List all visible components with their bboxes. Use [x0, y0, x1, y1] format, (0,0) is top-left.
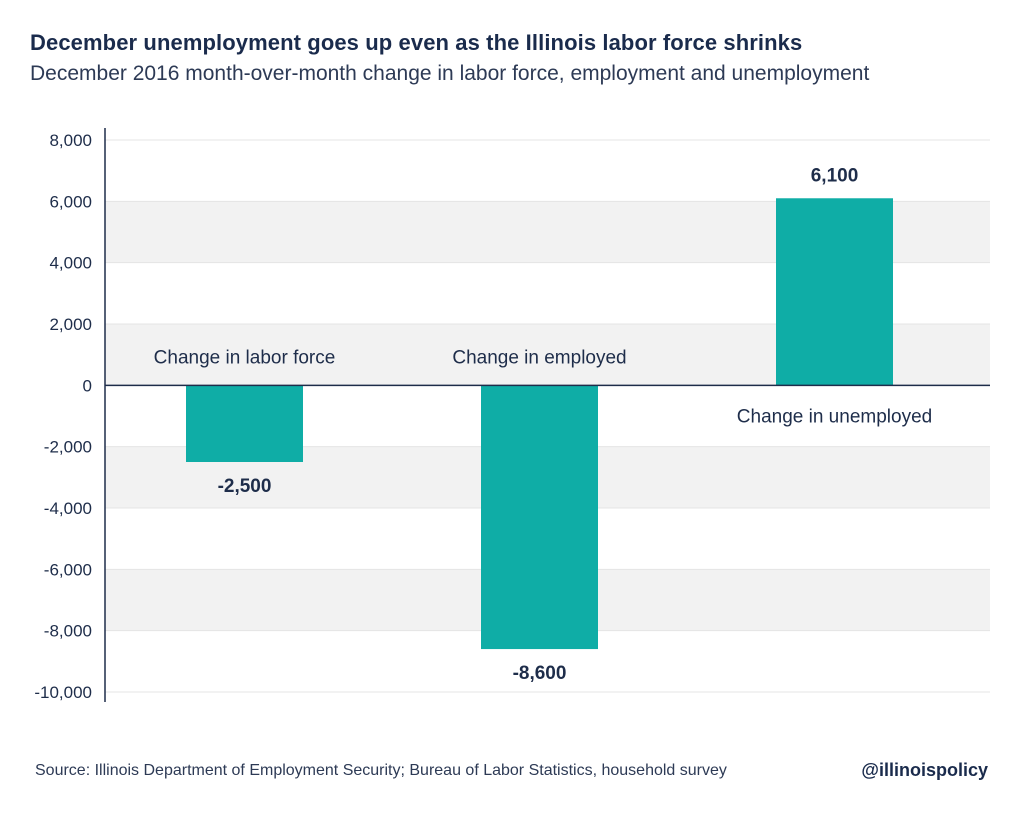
brand-handle: @illinoispolicy — [861, 760, 988, 780]
y-tick-label: 8,000 — [49, 131, 92, 150]
y-tick-label: -6,000 — [44, 560, 92, 579]
y-tick-label: -2,000 — [44, 438, 92, 457]
chart-title: December unemployment goes up even as th… — [30, 30, 803, 55]
bar-value-label: 6,100 — [811, 165, 859, 186]
bar — [186, 385, 303, 462]
y-tick-label: -10,000 — [34, 683, 92, 702]
source-note: Source: Illinois Department of Employmen… — [35, 762, 727, 779]
category-label: Change in employed — [452, 347, 626, 368]
y-tick-label: 6,000 — [49, 192, 92, 211]
y-tick-label: 2,000 — [49, 315, 92, 334]
category-label: Change in unemployed — [737, 406, 932, 427]
bar — [481, 385, 598, 650]
bar-value-label: -2,500 — [218, 476, 272, 497]
bar-value-label: -8,600 — [513, 663, 567, 684]
chart-subtitle: December 2016 month-over-month change in… — [30, 62, 870, 85]
category-label: Change in labor force — [154, 347, 336, 368]
bar — [776, 198, 893, 386]
y-tick-label: 0 — [83, 376, 92, 395]
y-tick-label: -8,000 — [44, 622, 92, 641]
y-tick-label: -4,000 — [44, 499, 92, 518]
y-tick-label: 4,000 — [49, 254, 92, 273]
